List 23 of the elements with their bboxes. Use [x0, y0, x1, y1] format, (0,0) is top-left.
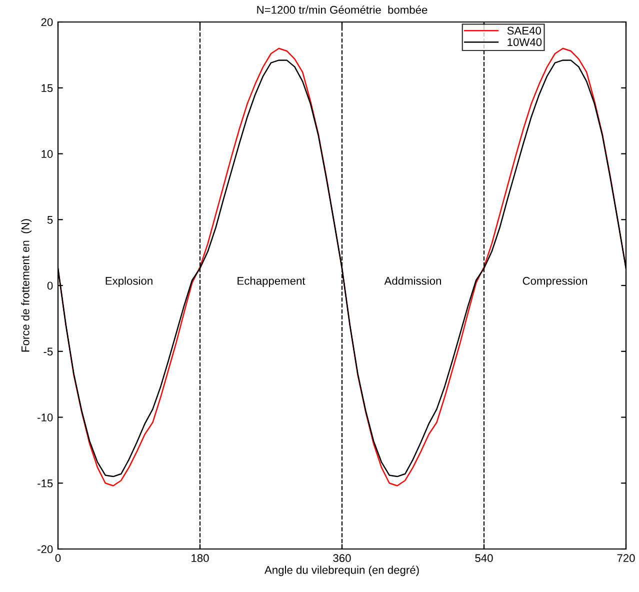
- annotation: Addmission: [384, 276, 441, 285]
- annotation: Echappement: [238, 276, 306, 287]
- y-tick-label: -10: [38, 414, 53, 422]
- y-tick-label: 20: [41, 18, 53, 26]
- x-tick-label: 180: [192, 554, 209, 562]
- x-tick-label: 540: [475, 554, 493, 562]
- x-axis-title: Angle du vilebrequin (en degré): [264, 566, 419, 576]
- y-tick-label: -20: [38, 545, 53, 554]
- y-axis-title: Force de frottement en (N): [21, 219, 32, 352]
- y-tick-label: -15: [38, 480, 53, 488]
- y-tick-label: 0: [47, 282, 53, 290]
- y-tick-label: 5: [47, 216, 53, 224]
- x-tick-label: 0: [55, 554, 61, 562]
- annotation: Compression: [522, 276, 588, 287]
- chart-title: N=1200 tr/min Géométrie bombée: [257, 5, 428, 14]
- y-tick-label: -5: [44, 348, 53, 356]
- y-tick-label: 10: [42, 150, 53, 158]
- annotation: Explosion: [106, 276, 152, 287]
- y-tick-label: 15: [42, 84, 53, 92]
- x-tick-label: 720: [617, 554, 635, 562]
- legend-label: SAE40: [507, 26, 541, 35]
- legend-label: 10W40: [508, 38, 542, 46]
- x-tick-label: 360: [333, 554, 351, 562]
